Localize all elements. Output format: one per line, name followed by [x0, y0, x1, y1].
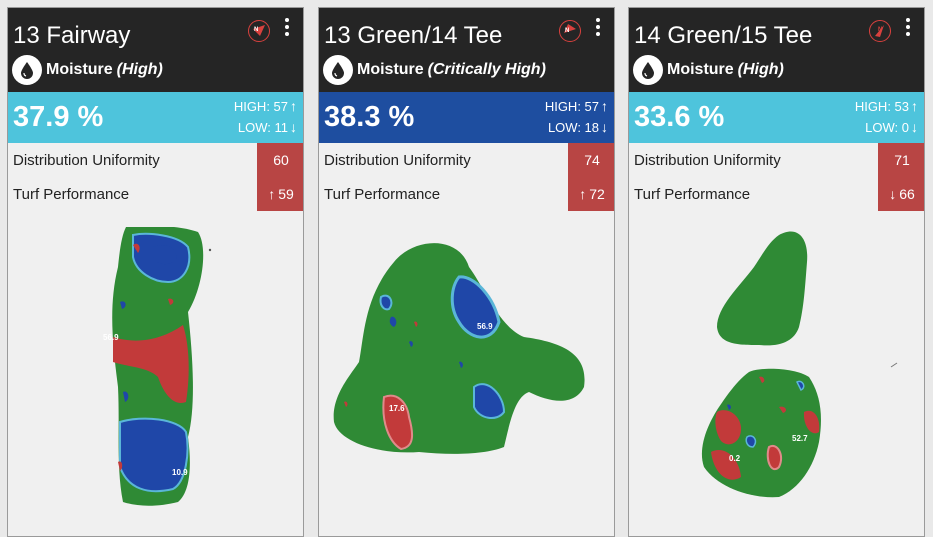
moisture-percent: 33.6 %	[634, 101, 725, 133]
moisture-status: (Critically High)	[427, 61, 546, 78]
distribution-uniformity-row: Distribution Uniformity 74	[319, 143, 614, 177]
low-value: LOW: 18 ↓	[547, 119, 608, 135]
arrow-up-icon: ↑	[579, 186, 587, 202]
row-value-badge: 71	[878, 143, 924, 177]
water-drop-icon	[12, 55, 42, 85]
row-label: Turf Performance	[324, 186, 441, 203]
zone-card-13-green-14-tee[interactable]: 13 Green/14 Tee N Moisture (Critically H…	[318, 7, 615, 537]
water-drop-icon	[323, 55, 353, 85]
row-value-badge: 60	[257, 143, 303, 177]
moisture-metric-bar: 38.3 % HIGH: 57 ↑ LOW: 18 ↓	[319, 92, 614, 143]
moisture-indicator: Moisture (Critically High)	[323, 55, 546, 85]
card-header: 14 Green/15 Tee N Moisture (High)	[629, 8, 924, 92]
high-value: HIGH: 57 ↑	[544, 98, 608, 114]
svg-text:N: N	[878, 27, 882, 33]
compass-icon[interactable]: N	[869, 20, 891, 42]
moisture-label: Moisture	[667, 61, 734, 78]
turf-performance-row: Turf Performance ↓ 66	[629, 177, 924, 211]
distribution-uniformity-row: Distribution Uniformity 71	[629, 143, 924, 177]
moisture-indicator: Moisture (High)	[12, 55, 163, 85]
map-value-label: 56.9	[477, 322, 493, 331]
arrow-up-icon: ↑	[268, 186, 276, 202]
moisture-status: (High)	[116, 61, 163, 78]
svg-text:N: N	[254, 27, 258, 33]
row-value-badge: ↑ 59	[257, 177, 303, 211]
row-label: Turf Performance	[634, 186, 751, 203]
moisture-map[interactable]: 52.7 0.2	[629, 227, 924, 536]
row-label: Distribution Uniformity	[324, 152, 471, 169]
row-value-badge: ↑ 72	[568, 177, 614, 211]
moisture-status: (High)	[737, 61, 784, 78]
moisture-label: Moisture	[357, 61, 424, 78]
arrow-up-icon: ↑	[290, 98, 297, 114]
card-header: 13 Fairway N Moisture (High)	[8, 8, 303, 92]
card-title[interactable]: 14 Green/15 Tee	[634, 22, 813, 49]
low-value: LOW: 0 ↓	[865, 119, 918, 135]
row-value-badge: ↓ 66	[878, 177, 924, 211]
row-label: Turf Performance	[13, 186, 130, 203]
card-title[interactable]: 13 Fairway	[13, 22, 131, 49]
moisture-metric-bar: 37.9 % HIGH: 57 ↑ LOW: 11 ↓	[8, 92, 303, 143]
water-drop-icon	[633, 55, 663, 85]
kebab-menu-icon[interactable]	[593, 18, 603, 40]
card-header: 13 Green/14 Tee N Moisture (Critically H…	[319, 8, 614, 92]
kebab-menu-icon[interactable]	[282, 18, 292, 40]
map-value-label: 52.7	[792, 434, 808, 443]
map-value-label: 56.9	[103, 333, 119, 342]
zone-card-13-fairway[interactable]: 13 Fairway N Moisture (High) 37.9 % HIGH…	[7, 7, 304, 537]
map-value-label: 17.6	[389, 404, 405, 413]
compass-icon[interactable]: N	[248, 20, 270, 42]
row-value-badge: 74	[568, 143, 614, 177]
moisture-map[interactable]: 56.9 10.9	[8, 225, 303, 536]
distribution-uniformity-row: Distribution Uniformity 60	[8, 143, 303, 177]
kebab-menu-icon[interactable]	[903, 18, 913, 40]
high-value: HIGH: 57 ↑	[233, 98, 297, 114]
row-label: Distribution Uniformity	[634, 152, 781, 169]
moisture-percent: 38.3 %	[324, 101, 415, 133]
arrow-up-icon: ↑	[601, 98, 608, 114]
arrow-down-icon: ↓	[889, 186, 897, 202]
low-value: LOW: 11 ↓	[237, 119, 297, 135]
moisture-percent: 37.9 %	[13, 101, 104, 133]
svg-text:N: N	[565, 28, 569, 34]
card-title[interactable]: 13 Green/14 Tee	[324, 22, 503, 49]
zone-card-14-green-15-tee[interactable]: 14 Green/15 Tee N Moisture (High) 33.6 %…	[628, 7, 925, 537]
row-label: Distribution Uniformity	[13, 152, 160, 169]
map-value-label: 0.2	[729, 454, 741, 463]
arrow-down-icon: ↓	[911, 119, 918, 135]
high-value: HIGH: 53 ↑	[854, 98, 918, 114]
moisture-label: Moisture	[46, 61, 113, 78]
arrow-up-icon: ↑	[911, 98, 918, 114]
moisture-map[interactable]: 56.9 17.6	[319, 227, 614, 536]
arrow-down-icon: ↓	[601, 119, 608, 135]
turf-performance-row: Turf Performance ↑ 72	[319, 177, 614, 211]
turf-performance-row: Turf Performance ↑ 59	[8, 177, 303, 211]
moisture-indicator: Moisture (High)	[633, 55, 784, 85]
arrow-down-icon: ↓	[290, 119, 297, 135]
map-value-label: 10.9	[172, 468, 188, 477]
compass-icon[interactable]: N	[559, 20, 581, 42]
moisture-metric-bar: 33.6 % HIGH: 53 ↑ LOW: 0 ↓	[629, 92, 924, 143]
